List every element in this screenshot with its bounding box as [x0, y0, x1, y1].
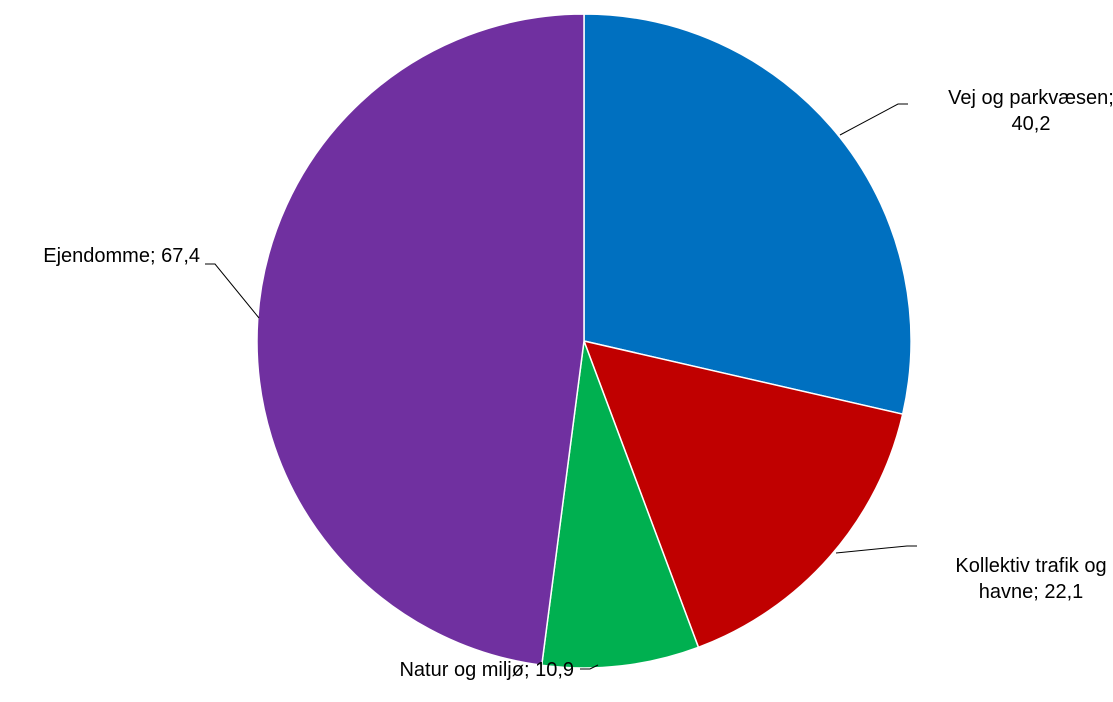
slice-label-3: Ejendomme; 67,4: [43, 245, 200, 267]
pie-slice-0: [583, 13, 912, 416]
slice-labels: Vej og parkvæsen; 40,2 Kollektiv trafik og…: [43, 87, 1113, 681]
pie-slices: [256, 13, 912, 669]
slice-label-line: Kollektiv trafik og: [955, 555, 1106, 577]
leader-lines: [205, 103, 917, 670]
slice-label-2: Natur og miljø; 10,9: [399, 659, 574, 681]
leader-line-2: [580, 664, 599, 670]
slice-label-0: Vej og parkvæsen; 40,2: [948, 87, 1113, 135]
slice-label-1: Kollektiv trafik og havne; 22,1: [955, 555, 1106, 603]
leader-line-1: [835, 545, 917, 554]
slice-label-line: Ejendomme; 67,4: [43, 245, 200, 267]
slice-label-line: 40,2: [1012, 113, 1051, 135]
pie-slice-3: [256, 13, 585, 667]
leader-line-0: [839, 103, 908, 136]
slice-label-line: havne; 22,1: [979, 581, 1084, 603]
pie-slice-2: [540, 340, 700, 669]
slice-label-line: Vej og parkvæsen;: [948, 87, 1113, 109]
slice-label-line: Natur og miljø; 10,9: [399, 659, 574, 681]
pie-slice-1: [582, 339, 904, 649]
leader-line-3: [205, 263, 260, 319]
